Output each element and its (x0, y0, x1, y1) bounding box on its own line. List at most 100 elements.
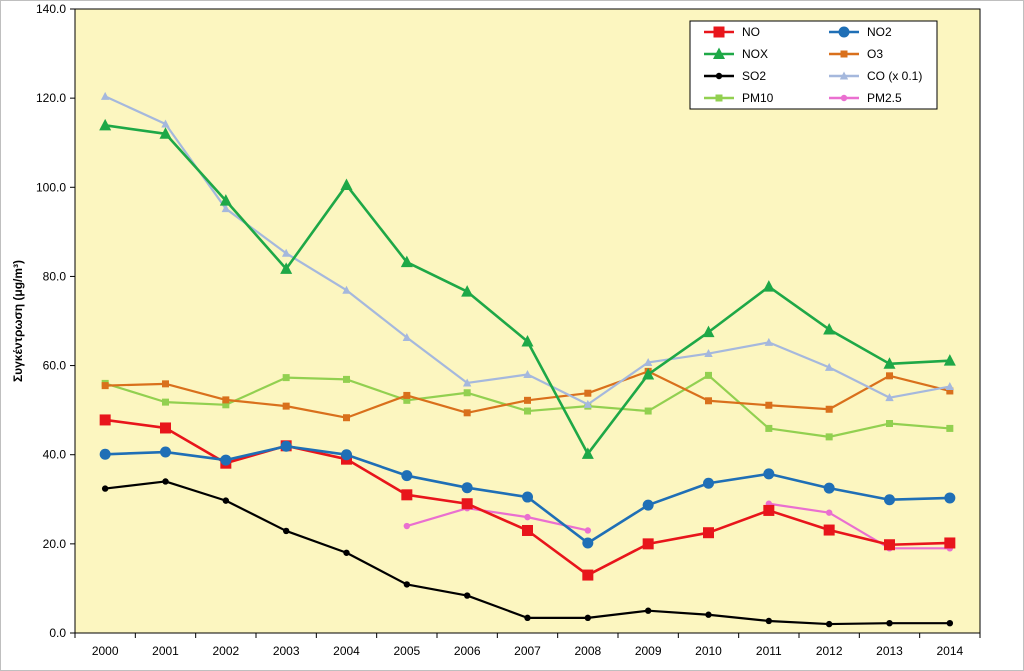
legend-so2: SO2 (704, 69, 766, 83)
series-nox-point (340, 178, 353, 191)
series-co-x-0-1-point (643, 357, 653, 366)
x-tick-label: 2011 (756, 644, 782, 658)
series-no-point (160, 422, 171, 434)
series-no2-point (582, 537, 594, 549)
legend-pm10-label: PM10 (742, 91, 774, 105)
legend-no: NO (704, 25, 760, 39)
x-tick-label: 2005 (393, 644, 420, 658)
series-pm10-point (765, 424, 773, 432)
legend-pm2-5: PM2.5 (829, 91, 902, 105)
series-nox-point (461, 285, 474, 297)
series-nox (99, 118, 956, 459)
legend-no2-swatch-point (838, 26, 850, 38)
series-so2-point (886, 619, 893, 627)
series-no-point (703, 527, 714, 539)
series-o3-point (584, 389, 592, 397)
y-tick-label: 20.0 (43, 537, 67, 551)
series-co-x-0-1-point (281, 248, 291, 257)
series-pm2-5-point (524, 513, 531, 521)
x-tick-label: 2002 (212, 644, 239, 658)
series-so2-point (765, 617, 773, 625)
y-axis-ticks: 0.0 20.0 40.0 60.0 80.0 100.0 120.0 140.0 (36, 2, 75, 640)
x-tick-label: 2008 (574, 644, 601, 658)
series-co-x-0-1-point (161, 119, 170, 128)
series-no2-point (401, 470, 413, 482)
series-pm2-5-line (768, 502, 950, 550)
legend-no-swatch-point (713, 26, 725, 38)
series-nox-point (883, 357, 896, 369)
series-no-point (582, 569, 594, 581)
series-pm10-point (463, 389, 471, 397)
series-o3-point (463, 409, 471, 417)
series-nox-point (943, 354, 956, 366)
series-o3-point (705, 397, 712, 405)
series-o3-point (282, 402, 290, 410)
series-no2-point (884, 494, 895, 506)
y-tick-label: 0.0 (49, 626, 66, 640)
series-no2-point (461, 482, 473, 494)
legend-o3-swatch-point (840, 50, 848, 58)
series-o3-point (403, 391, 411, 399)
y-tick-label: 80.0 (43, 269, 67, 283)
x-tick-label: 2009 (635, 644, 662, 658)
series-pm2-5-point (403, 522, 411, 530)
series-so2-point (282, 527, 290, 535)
series-pm10-point (222, 401, 230, 409)
series-nox-point (702, 325, 715, 338)
series-no-point (99, 414, 111, 426)
legend-co-x-0-1-label: CO (x 0.1) (867, 69, 922, 83)
series-nox-point (642, 367, 655, 380)
series-co-x-0-1-point (824, 362, 834, 371)
legend-pm2-5-swatch-point (840, 94, 848, 102)
legend-nox-label: NOX (742, 47, 768, 61)
series-o3-point (343, 414, 350, 422)
legend-co-x-0-1: CO (x 0.1) (829, 69, 922, 83)
series-co-x-0-1-point (462, 378, 472, 387)
series-o3-point (101, 382, 109, 390)
legend-so2-swatch-point (715, 72, 723, 80)
y-tick-label: 60.0 (43, 359, 67, 373)
series-no-point (401, 489, 413, 501)
legend-nox: NOX (704, 47, 768, 61)
series-pm10-point (403, 396, 411, 404)
legend-no2: NO2 (829, 25, 892, 39)
series-o3-point (825, 405, 833, 413)
series-no-point (823, 524, 835, 536)
series-co-x-0-1-point (704, 349, 713, 358)
series-nox-point (219, 194, 232, 206)
series-no2-point (944, 492, 956, 504)
series-pm2-5-point (825, 509, 833, 516)
series-no2-point (341, 449, 352, 461)
legend-so2-label: SO2 (742, 69, 766, 83)
series-no2-point (99, 448, 111, 460)
x-tick-label: 2012 (816, 644, 843, 658)
x-tick-label: 2013 (876, 644, 903, 658)
series-so2-point (644, 607, 652, 614)
y-tick-label: 140.0 (36, 2, 66, 16)
series-o3-point (946, 387, 954, 395)
legend-no-label: NO (742, 25, 760, 39)
series-co-x-0-1-point (100, 91, 110, 100)
series-so2-point (222, 497, 230, 504)
series-nox-point (521, 335, 534, 347)
series-no-point (763, 504, 775, 516)
series-nox-point (823, 322, 836, 335)
legend: NO NO2 NOX O3 SO2 CO (x 0.1) PM10 PM2.5 (689, 20, 938, 110)
series-no2-point (522, 491, 533, 503)
x-tick-label: 2006 (454, 644, 481, 658)
series-no-point (461, 498, 473, 510)
series-no2-point (642, 499, 654, 511)
series-nox-point (280, 262, 293, 274)
series-so2-point (825, 620, 833, 628)
series-pm10-point (644, 407, 652, 415)
series-so2-point (584, 614, 592, 622)
series-so2 (101, 478, 954, 628)
x-tick-label: 2014 (936, 644, 963, 658)
series-no2-point (160, 446, 171, 458)
x-tick-label: 2000 (92, 644, 119, 658)
series-so2-point (705, 611, 712, 618)
legend-pm2-5-label: PM2.5 (867, 91, 902, 105)
series-pm10-point (705, 371, 712, 379)
